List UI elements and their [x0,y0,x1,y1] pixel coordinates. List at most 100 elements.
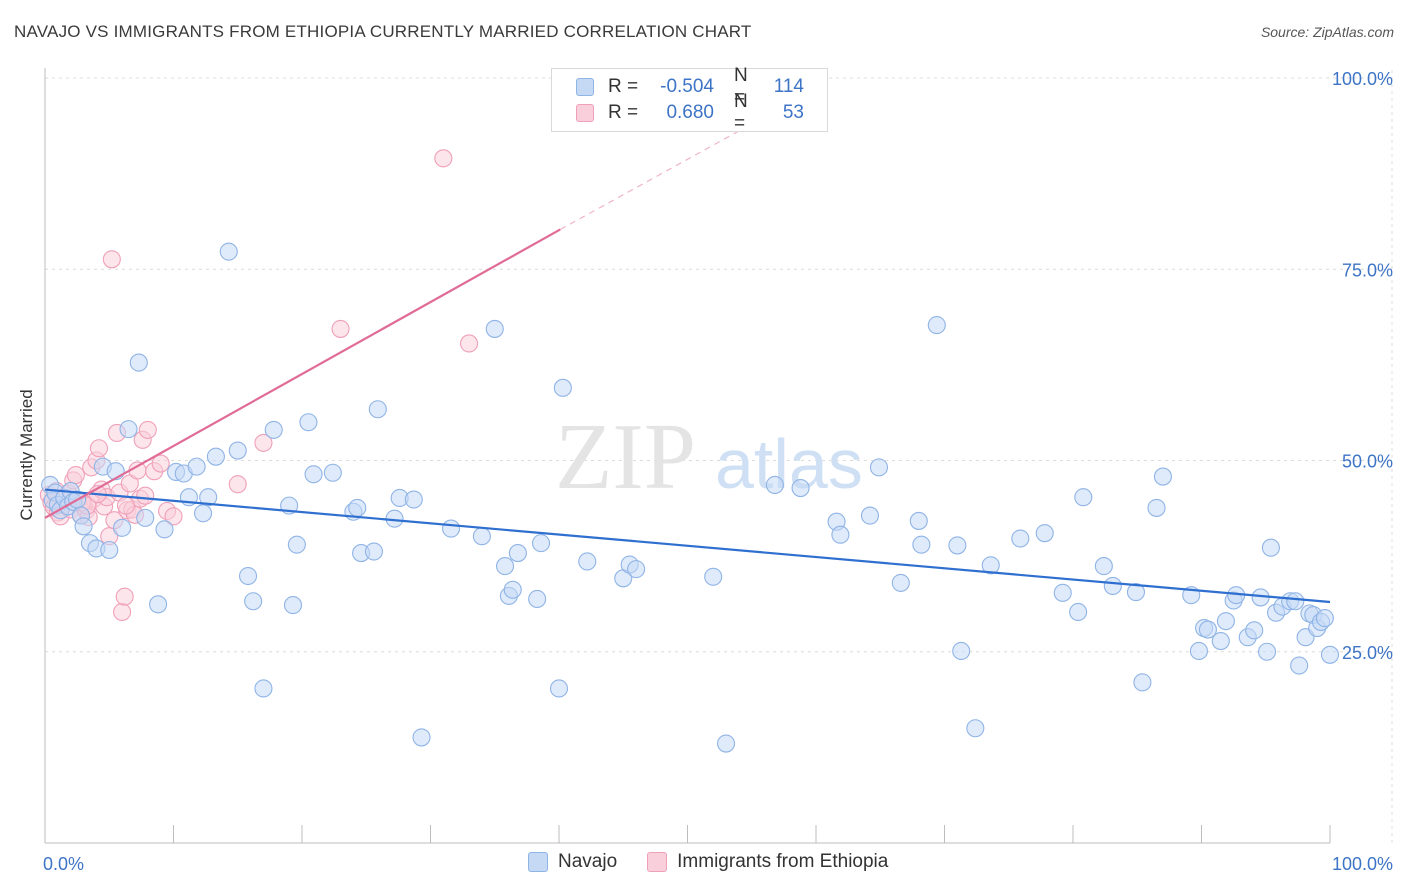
navajo-point [442,519,461,538]
ethiopia-trend-extension [559,123,753,230]
navajo-point [219,242,238,261]
navajo-point [1011,529,1030,548]
navajo-point [909,511,928,530]
navajo-point [238,566,258,586]
ethiopia-point [115,587,134,606]
watermark: ZIP atlas [555,405,863,509]
legend-r-value: 0.680 [666,102,714,123]
navajo-point [194,504,213,523]
navajo-point [1257,642,1277,661]
navajo-point [765,475,784,495]
navajo-point [549,679,569,698]
navajo-point [472,527,491,546]
navajo-point [368,400,387,419]
navajo-point [348,498,367,517]
navajo-point [1189,641,1208,661]
ethiopia-point [116,496,136,515]
navajo-point [981,556,1000,575]
navajo-point [206,447,225,466]
navajo-point [283,596,303,615]
navajo-point [323,463,342,482]
navajo-point [1133,673,1152,692]
x-tick-label: 100.0% [1332,854,1393,874]
legend-r-value: -0.504 [660,76,714,97]
navajo-point [1216,612,1235,631]
ethiopia-point [254,433,273,452]
ethiopia-point [66,465,85,485]
navajo-point [495,557,515,576]
axes [44,68,1331,844]
navajo-point [228,441,247,460]
navajo-point [553,378,572,397]
navajo-point [952,641,971,661]
navajo-point [149,595,168,614]
ethiopia-point [151,454,170,473]
watermark-atlas: atlas [715,425,863,503]
navajo-point [1245,621,1264,640]
navajo-point [1053,583,1072,602]
navajo-point [1261,538,1280,557]
navajo-point [100,540,119,560]
navajo-point [531,534,551,553]
navajo-point [404,490,423,509]
correlation-legend: R = -0.504 N = 114 R = 0.680 N = 53 [551,65,828,134]
navajo-point [1153,467,1172,486]
navajo-point [1290,656,1309,675]
tick-labels: 25.0% 50.0% 75.0% 100.0% 0.0% 100.0% [43,69,1393,874]
legend-n-value: 53 [782,102,804,123]
legend-r-label: R = [608,76,639,97]
ethiopia-point [113,602,132,622]
navajo-point [966,719,985,738]
navajo-point [74,517,93,536]
navajo-points-back [41,242,1340,753]
ethiopia-point [164,507,183,526]
legend-item-navajo[interactable]: Navajo [528,851,617,873]
series-legend: Navajo Immigrants from Ethiopia [528,851,918,873]
legend-swatch-ethiopia [647,852,668,872]
navajo-point [1198,620,1217,639]
legend-item-ethiopia[interactable]: Immigrants from Ethiopia [647,851,888,873]
navajo-trend-line [44,488,1331,604]
legend-label-ethiopia: Immigrants from Ethiopia [677,851,889,872]
navajo-point [508,544,527,563]
legend-swatch-navajo [576,78,594,96]
legend-n-label: N = [734,65,748,108]
legend-swatch-ethiopia [576,104,594,122]
navajo-point [528,589,547,609]
navajo-point [287,535,306,554]
trend-lines [44,123,1331,604]
navajo-point [187,457,206,476]
grid-lines [45,70,1393,843]
navajo-point [927,316,946,335]
navajo-point [119,420,138,439]
navajo-point [1035,524,1054,543]
navajo-point [704,567,723,586]
navajo-point [1320,645,1340,664]
navajo-point [831,525,850,544]
navajo-point [254,679,273,698]
navajo-point [264,420,283,439]
legend-n-value: 114 [773,76,804,97]
navajo-point [199,488,218,507]
ethiopia-point [434,149,453,168]
navajo-point [503,580,522,599]
ethiopia-point [89,439,109,458]
navajo-point [791,478,810,498]
legend-n-label: N = [734,91,748,134]
chart-title: NAVAJO VS IMMIGRANTS FROM ETHIOPIA CURRE… [14,22,752,41]
navajo-point [1074,488,1093,507]
source-label: Source: ZipAtlas.com [1260,24,1394,40]
legend-swatch-navajo [528,852,548,872]
navajo-point [485,319,504,338]
ethiopia-point [228,475,247,494]
navajo-point [1286,592,1305,611]
navajo-point [869,458,889,477]
navajo-point [627,560,646,579]
navajo-point [113,518,132,537]
navajo-point [364,542,384,561]
legend-r-label: R = [608,102,639,123]
navajo-point [155,520,174,539]
navajo-point [891,573,910,592]
navajo-point [860,506,880,525]
